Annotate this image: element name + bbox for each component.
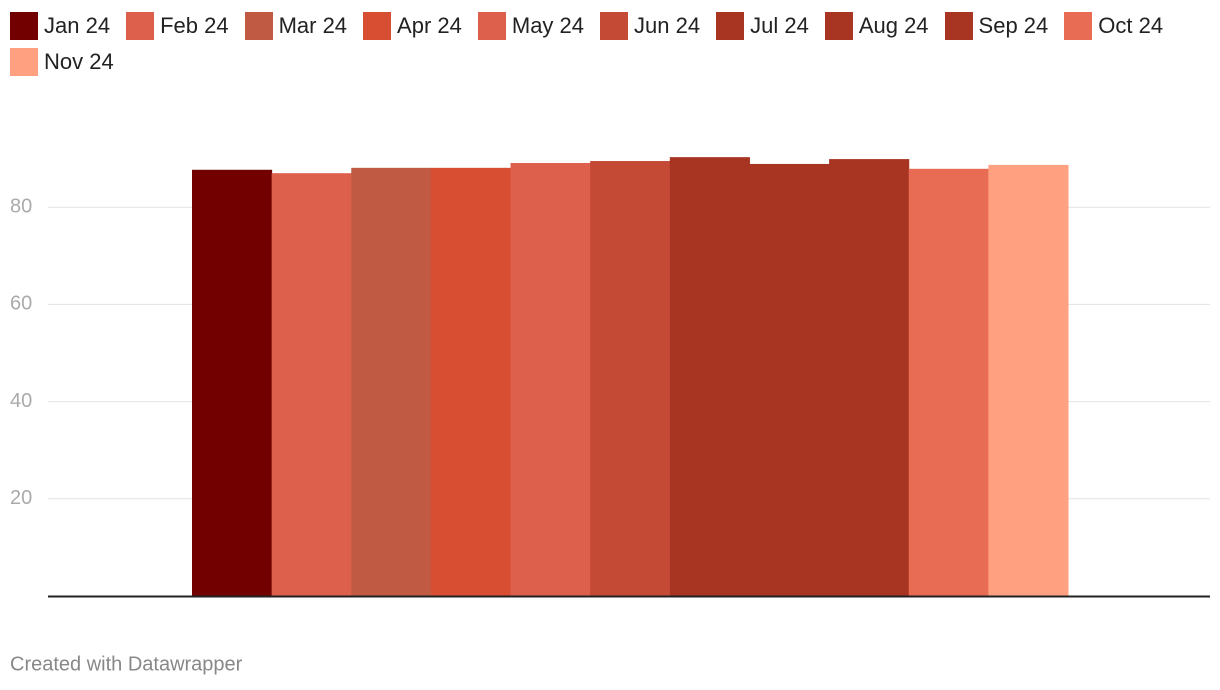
y-tick-label: 80 [10,195,32,217]
legend-item: Jul 24 [716,12,809,40]
legend-item: Nov 24 [10,48,114,76]
bar [908,168,989,596]
legend-item: Jun 24 [600,12,700,40]
legend-label: Feb 24 [160,13,229,38]
legend-label: Jan 24 [44,13,111,38]
legend-label: Aug 24 [858,13,929,38]
legend: Jan 24 Feb 24 Mar 24 Apr 24 May 24 Jun 24 Jul … [10,12,1210,76]
legend-swatch [244,12,273,40]
legend-label: Apr 24 [397,13,462,38]
legend-swatch [363,12,392,40]
bar [510,162,591,596]
legend-item: Oct 24 [1064,12,1163,40]
legend-swatch [477,12,506,40]
legend-swatch [600,12,629,40]
legend-swatch [716,12,745,40]
legend-label: Oct 24 [1098,13,1164,38]
legend-item: Jan 24 [10,12,110,40]
legend-label: Mar 24 [278,13,348,38]
legend-swatch [10,48,38,76]
legend-swatch [1064,12,1093,40]
bar [351,167,432,597]
legend-swatch [944,12,973,40]
bar [590,161,671,596]
legend-swatch [126,12,155,40]
legend-item: Feb 24 [126,12,229,40]
bar [749,163,830,597]
legend-label: May 24 [511,13,585,38]
bar [430,167,512,597]
legend-label: Nov 24 [44,49,114,74]
legend-label: Jul 24 [750,13,809,38]
bar [271,173,352,596]
bar [829,159,910,596]
y-tick-label: 60 [10,293,32,315]
credit: Created with Datawrapper [10,653,243,675]
y-tick-label: 20 [10,487,32,509]
legend-item: Sep 24 [944,12,1049,40]
legend-label: Sep 24 [978,13,1049,38]
legend-label: Jun 24 [634,13,701,38]
bar [192,169,273,596]
legend-item: Apr 24 [363,12,462,40]
legend-item: May 24 [477,12,585,40]
bar [669,157,750,596]
bar [988,164,1069,596]
legend-swatch [10,12,38,40]
y-tick-label: 40 [10,390,32,412]
legend-item: Mar 24 [244,12,348,40]
legend-swatch [824,12,853,40]
legend-item: Aug 24 [824,12,929,40]
